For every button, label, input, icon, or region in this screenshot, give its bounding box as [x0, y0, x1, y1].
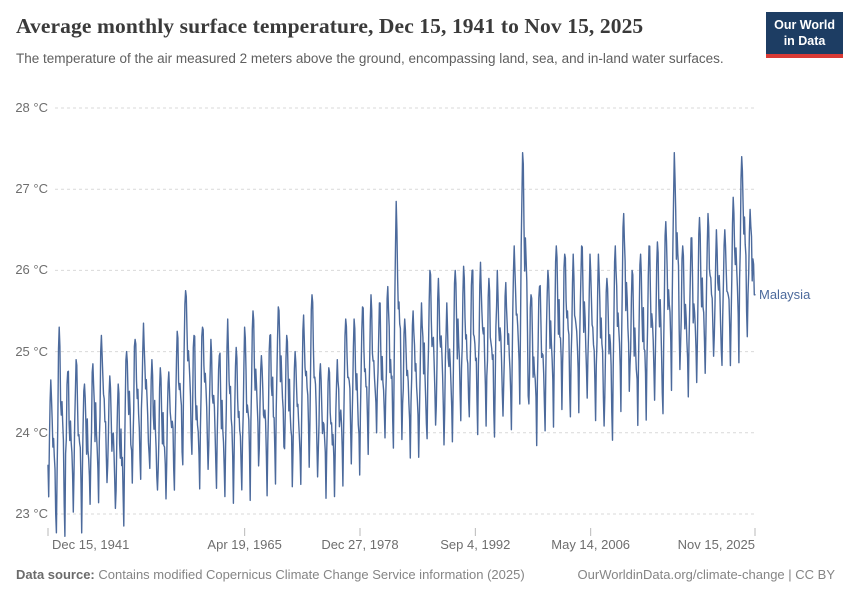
y-axis-label: 25 °C	[15, 343, 48, 359]
y-axis-label: 27 °C	[15, 181, 48, 197]
y-axis-label: 24 °C	[15, 424, 48, 440]
footer-source: Data source: Contains modified Copernicu…	[16, 567, 525, 582]
x-axis-label: Dec 15, 1941	[52, 537, 130, 552]
footer-source-label: Data source:	[16, 567, 95, 582]
owid-logo-line2: in Data	[783, 34, 826, 49]
x-axis-label: Apr 19, 1965	[207, 537, 282, 552]
chart-footer: Data source: Contains modified Copernicu…	[16, 567, 835, 582]
chart-subtitle: The temperature of the air measured 2 me…	[16, 51, 724, 66]
x-axis-label: Sep 4, 1992	[440, 537, 511, 552]
temperature-line-malaysia	[47, 151, 756, 537]
footer-source-text: Contains modified Copernicus Climate Cha…	[94, 567, 525, 582]
y-axis-label: 23 °C	[15, 506, 48, 521]
owid-logo-line1: Our World	[774, 18, 835, 32]
x-axis-label: May 14, 2006	[551, 537, 631, 552]
y-axis-label: 26 °C	[15, 262, 48, 278]
x-axis-label: Nov 15, 2025	[677, 537, 755, 552]
footer-citation-link[interactable]: OurWorldinData.org/climate-change | CC B…	[577, 567, 835, 582]
x-axis-label: Dec 27, 1978	[321, 537, 399, 552]
owid-logo[interactable]: Our World in Data	[766, 12, 843, 58]
series-label-malaysia: Malaysia	[759, 286, 811, 302]
y-axis-label: 28 °C	[15, 100, 48, 115]
page-title: Average monthly surface temperature, Dec…	[16, 14, 644, 38]
